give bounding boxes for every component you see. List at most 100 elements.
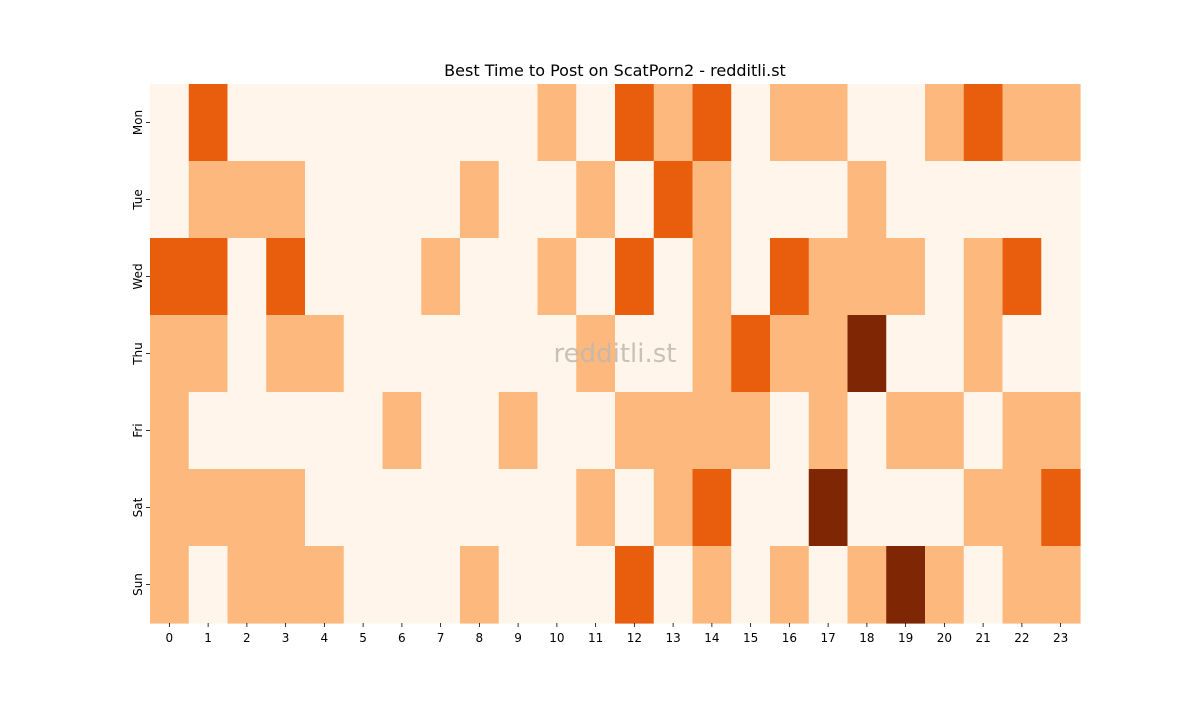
heatmap-cell-mon-0 [150, 84, 190, 162]
heatmap-cell-fri-4 [305, 392, 345, 470]
heatmap-cell-sat-18 [847, 469, 887, 547]
heatmap-cell-wed-10 [537, 238, 577, 316]
heatmap-cell-fri-8 [460, 392, 500, 470]
heatmap-cell-thu-9 [498, 315, 539, 393]
heatmap-cell-mon-10 [537, 84, 577, 162]
heatmap-cell-wed-9 [498, 238, 539, 316]
heatmap-cell-sun-12 [615, 546, 655, 624]
y-tick-label-fri: Fri [131, 423, 145, 437]
x-tick-label-14: 14 [704, 631, 719, 645]
heatmap-cell-fri-2 [227, 392, 267, 470]
x-tick-label-7: 7 [437, 631, 445, 645]
heatmap-cell-fri-16 [770, 392, 810, 470]
heatmap-cell-fri-11 [576, 392, 616, 470]
x-tick-label-21: 21 [975, 631, 990, 645]
heatmap-cell-wed-7 [421, 238, 461, 316]
x-tick-label-3: 3 [282, 631, 290, 645]
heatmap-cell-tue-17 [808, 161, 849, 239]
heatmap-cell-sat-15 [731, 469, 771, 547]
heatmap-cell-mon-15 [731, 84, 771, 162]
heatmap-cell-sat-8 [460, 469, 500, 547]
x-tick-label-19: 19 [898, 631, 913, 645]
heatmap-cell-thu-10 [537, 315, 577, 393]
heatmap-cell-thu-0 [150, 315, 190, 393]
heatmap-cell-thu-12 [615, 315, 655, 393]
y-tick-label-tue: Tue [131, 189, 145, 211]
heatmap-cell-sun-15 [731, 546, 771, 624]
heatmap-cell-tue-23 [1041, 161, 1081, 239]
heatmap-cell-tue-16 [770, 161, 810, 239]
x-tick-label-5: 5 [359, 631, 367, 645]
heatmap-cell-fri-3 [266, 392, 306, 470]
heatmap-cell-mon-7 [421, 84, 461, 162]
x-tick-label-2: 2 [243, 631, 251, 645]
heatmap-cell-tue-8 [460, 161, 500, 239]
heatmap-cell-thu-6 [382, 315, 422, 393]
x-tick-label-6: 6 [398, 631, 406, 645]
heatmap-cell-mon-17 [808, 84, 849, 162]
heatmap-cell-fri-17 [808, 392, 849, 470]
watermark-text: redditli.st [554, 339, 677, 369]
heatmap-cell-tue-18 [847, 161, 887, 239]
heatmap-cell-thu-13 [653, 315, 694, 393]
heatmap-cell-wed-18 [847, 238, 887, 316]
heatmap-cell-wed-21 [963, 238, 1004, 316]
heatmap-cell-thu-3 [266, 315, 306, 393]
heatmap-cell-tue-1 [188, 161, 229, 239]
heatmap-cell-thu-8 [460, 315, 500, 393]
heatmap-cell-sun-17 [808, 546, 849, 624]
heatmap-cell-wed-3 [266, 238, 306, 316]
x-tick-label-12: 12 [627, 631, 642, 645]
heatmap-cell-tue-20 [925, 161, 965, 239]
heatmap-cell-sat-6 [382, 469, 422, 547]
heatmap-cell-wed-15 [731, 238, 771, 316]
heatmap-cell-sat-4 [305, 469, 345, 547]
heatmap-cell-thu-19 [886, 315, 926, 393]
heatmap-cell-thu-16 [770, 315, 810, 393]
heatmap-cell-tue-13 [653, 161, 694, 239]
x-tick-label-10: 10 [549, 631, 564, 645]
heatmap-cell-sun-13 [653, 546, 694, 624]
x-tick-label-23: 23 [1053, 631, 1068, 645]
heatmap-cell-fri-20 [925, 392, 965, 470]
heatmap-cell-sun-7 [421, 546, 461, 624]
heatmap-cell-mon-21 [963, 84, 1004, 162]
x-tick-label-16: 16 [782, 631, 797, 645]
heatmap-cell-fri-0 [150, 392, 190, 470]
heatmap-cell-thu-17 [808, 315, 849, 393]
heatmap-cell-sat-9 [498, 469, 539, 547]
heatmap-cell-mon-13 [653, 84, 694, 162]
heatmap-cell-fri-15 [731, 392, 771, 470]
x-tick-label-20: 20 [937, 631, 952, 645]
heatmap-cell-mon-4 [305, 84, 345, 162]
heatmap-cell-thu-4 [305, 315, 345, 393]
heatmap-cell-sun-18 [847, 546, 887, 624]
heatmap-cell-thu-11 [576, 315, 616, 393]
heatmap-cell-mon-14 [692, 84, 732, 162]
heatmap-cell-wed-12 [615, 238, 655, 316]
heatmap-cell-tue-7 [421, 161, 461, 239]
heatmap-cell-sun-21 [963, 546, 1004, 624]
heatmap-cell-mon-5 [343, 84, 384, 162]
heatmap-cell-sat-16 [770, 469, 810, 547]
x-tick-label-9: 9 [514, 631, 522, 645]
heatmap-cell-sat-7 [421, 469, 461, 547]
heatmap-cell-sat-10 [537, 469, 577, 547]
heatmap-cell-wed-17 [808, 238, 849, 316]
heatmap-cell-thu-14 [692, 315, 732, 393]
heatmap-cell-sun-9 [498, 546, 539, 624]
x-tick-label-17: 17 [820, 631, 835, 645]
heatmap-cell-thu-23 [1041, 315, 1081, 393]
heatmap-cell-sat-19 [886, 469, 926, 547]
heatmap-cell-fri-9 [498, 392, 539, 470]
x-tick-label-8: 8 [476, 631, 484, 645]
heatmap-cell-mon-18 [847, 84, 887, 162]
heatmap-cell-tue-3 [266, 161, 306, 239]
heatmap-cell-wed-6 [382, 238, 422, 316]
heatmap-cell-tue-22 [1002, 161, 1042, 239]
heatmap-cell-fri-23 [1041, 392, 1081, 470]
heatmap-cell-wed-19 [886, 238, 926, 316]
heatmap-cell-wed-14 [692, 238, 732, 316]
heatmap-cell-mon-20 [925, 84, 965, 162]
